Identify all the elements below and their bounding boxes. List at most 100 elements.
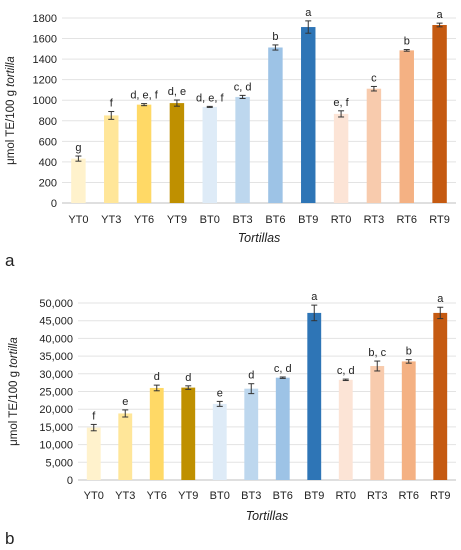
y-tick-label: 200 bbox=[39, 177, 57, 189]
error-bar bbox=[305, 20, 312, 34]
significance-label: a bbox=[437, 293, 444, 305]
y-tick-label: 25,000 bbox=[39, 387, 73, 399]
x-tick-label: BT0 bbox=[200, 214, 220, 226]
significance-label: b bbox=[404, 36, 410, 48]
error-bar bbox=[279, 376, 286, 379]
bar-RT3 bbox=[370, 366, 385, 480]
significance-label: c, d bbox=[234, 81, 252, 93]
y-tick-label: 1400 bbox=[33, 54, 57, 66]
bar-YT9 bbox=[169, 103, 185, 203]
significance-label: d, e bbox=[168, 86, 186, 98]
x-tick-label: RT6 bbox=[396, 214, 417, 226]
bar-YT0 bbox=[86, 427, 101, 480]
significance-label: e bbox=[122, 396, 128, 408]
x-tick-label: RT9 bbox=[429, 214, 450, 226]
error-bar bbox=[405, 359, 412, 364]
y-tick-label: 20,000 bbox=[39, 404, 73, 416]
y-axis-title-unit: μmol TE/100 g bbox=[5, 87, 17, 165]
x-tick-label: BT6 bbox=[265, 214, 285, 226]
error-bar bbox=[206, 105, 213, 108]
error-bar bbox=[437, 306, 444, 320]
significance-label: b bbox=[272, 31, 278, 43]
error-bar bbox=[374, 360, 381, 372]
y-axis-title-italic: tortilla bbox=[5, 56, 17, 87]
y-axis-title-unit: μmol TE/100 g bbox=[8, 368, 20, 446]
error-bar bbox=[173, 99, 180, 107]
error-bar bbox=[311, 304, 318, 322]
bar-RT6 bbox=[399, 50, 414, 203]
significance-label: d bbox=[185, 372, 191, 384]
chart-b: 0 5,000 10,000 15,000 20,000 25,000 30,000 35,0… bbox=[5, 291, 456, 548]
bar-YT0 bbox=[71, 158, 86, 203]
error-bar bbox=[403, 49, 410, 52]
x-tick-label: BT9 bbox=[298, 214, 318, 226]
y-tick-label: 40,000 bbox=[39, 333, 73, 345]
y-tick-label: 1200 bbox=[33, 75, 57, 87]
bar-BT3 bbox=[244, 388, 259, 480]
bar-BT9 bbox=[301, 27, 316, 203]
x-tick-label: BT0 bbox=[210, 490, 230, 502]
error-bar bbox=[272, 44, 279, 51]
y-tick-label: 1000 bbox=[33, 95, 57, 107]
significance-label: e bbox=[217, 387, 223, 399]
y-tick-label: 0 bbox=[67, 475, 73, 487]
error-bar bbox=[108, 111, 115, 120]
y-tick-label: 50,000 bbox=[39, 298, 73, 310]
bar-RT0 bbox=[333, 113, 349, 203]
significance-label: b bbox=[406, 346, 412, 358]
significance-label: c, d bbox=[274, 363, 292, 375]
x-tick-label: YT9 bbox=[178, 490, 198, 502]
x-tick-label: YT9 bbox=[167, 214, 187, 226]
bar-BT6 bbox=[268, 47, 283, 203]
significance-label: g bbox=[75, 142, 81, 154]
significance-label: a bbox=[305, 7, 312, 19]
bar-BT0 bbox=[212, 403, 227, 480]
y-tick-label: 600 bbox=[39, 136, 57, 148]
x-tick-label: YT6 bbox=[134, 214, 154, 226]
y-tick-label: 1800 bbox=[33, 13, 57, 25]
x-tick-label: RT9 bbox=[430, 490, 451, 502]
x-tick-label: YT3 bbox=[101, 214, 121, 226]
bar-YT3 bbox=[104, 115, 119, 203]
bar-BT0 bbox=[202, 106, 217, 203]
significance-label: d bbox=[248, 370, 254, 382]
x-tick-label: RT3 bbox=[367, 490, 388, 502]
x-tick-label: BT9 bbox=[304, 490, 324, 502]
bar-RT0 bbox=[338, 379, 353, 480]
significance-label: c bbox=[371, 72, 377, 84]
error-bar bbox=[342, 378, 349, 382]
chart-a: 0 200 400 600 800 1000 1200 1400 1600 1800 g YT0 f YT… bbox=[5, 7, 456, 270]
bar-YT3 bbox=[118, 413, 133, 480]
error-bar bbox=[248, 383, 255, 395]
y-tick-label: 35,000 bbox=[39, 351, 73, 363]
error-bar bbox=[436, 22, 443, 28]
y-tick-label: 30,000 bbox=[39, 369, 73, 381]
error-bar bbox=[370, 85, 377, 92]
bar-BT6 bbox=[275, 377, 290, 480]
bar-RT3 bbox=[366, 88, 382, 203]
panel-label: b bbox=[5, 529, 14, 548]
significance-label: f bbox=[110, 98, 114, 110]
x-tick-label: YT0 bbox=[84, 490, 104, 502]
panel-label: a bbox=[5, 251, 15, 270]
significance-label: a bbox=[311, 291, 318, 303]
significance-label: d, e, f bbox=[130, 90, 158, 102]
bar-RT6 bbox=[401, 361, 416, 480]
x-axis-title: Tortillas bbox=[238, 231, 281, 245]
bar-RT9 bbox=[432, 24, 447, 203]
x-tick-label: YT0 bbox=[68, 214, 88, 226]
error-bar bbox=[75, 155, 82, 162]
bar-BT3 bbox=[235, 96, 250, 203]
y-tick-label: 5,000 bbox=[45, 457, 73, 469]
significance-label: e, f bbox=[333, 97, 349, 109]
significance-label: c, d bbox=[337, 365, 355, 377]
y-tick-label: 45,000 bbox=[39, 316, 73, 328]
x-tick-label: BT6 bbox=[273, 490, 293, 502]
y-axis-title: μmol TE/100 g tortilla bbox=[8, 337, 20, 446]
y-tick-label: 15,000 bbox=[39, 422, 73, 434]
error-bar bbox=[338, 110, 345, 118]
y-axis-title: μmol TE/100 g tortilla bbox=[5, 56, 17, 165]
bar-YT6 bbox=[149, 387, 164, 480]
error-bar bbox=[90, 423, 97, 432]
